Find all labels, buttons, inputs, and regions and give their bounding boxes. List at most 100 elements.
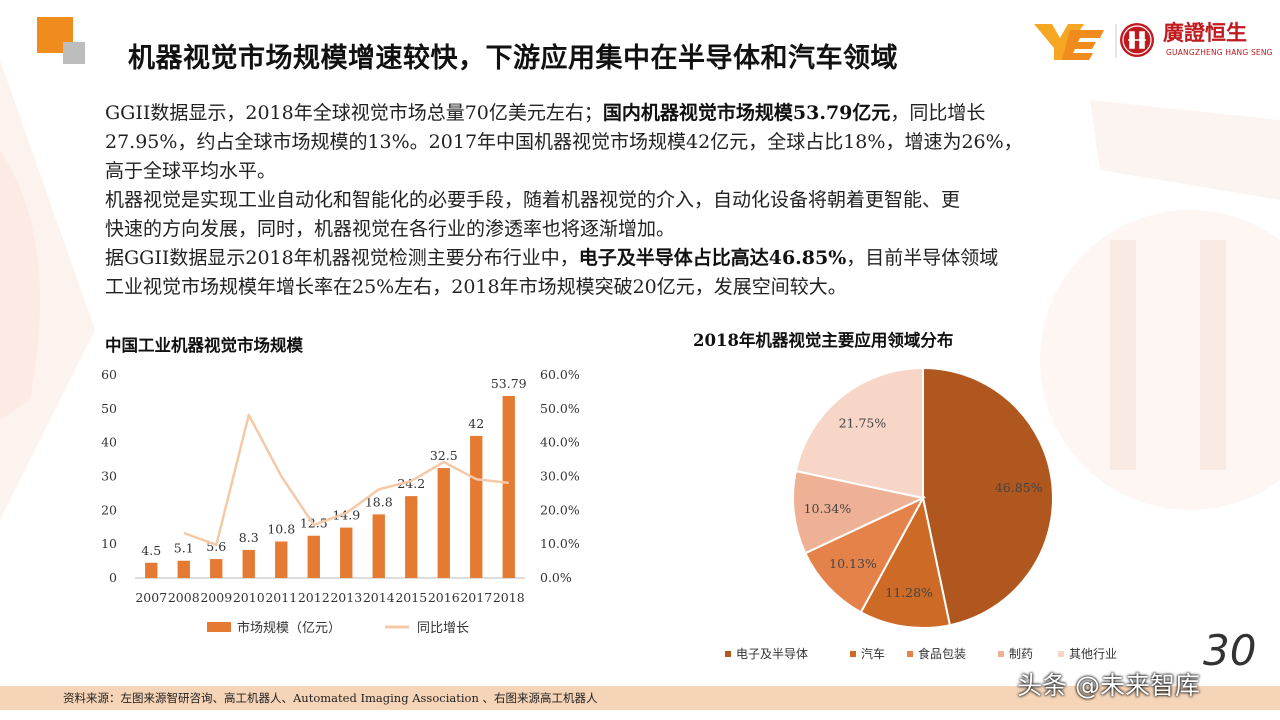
bar (405, 496, 418, 578)
bar-chart-title: 中国工业机器视觉市场规模 (105, 336, 303, 355)
pie-slice (803, 495, 926, 614)
text-span: GGII数据显示，2018年全球视觉市场总量70亿美元左右； (105, 102, 603, 124)
highlight-text: 国内机器视觉市场规模53.79亿元 (602, 102, 891, 124)
paragraph-1: GGII数据显示，2018年全球视觉市场总量70亿美元左右；国内机器视觉市场规模… (105, 99, 1190, 128)
legend-swatch (725, 651, 731, 657)
growth-line (183, 413, 509, 547)
y2-tick-label: 30.0% (540, 469, 580, 484)
y2-tick-label: 10.0% (540, 536, 580, 551)
text-span: ，目前半导体领域 (846, 247, 999, 269)
x-tick-label: 2009 (200, 590, 232, 605)
paragraph-2: 机器视觉是实现工业自动化和智能化的必要手段，随着机器视觉的介入，自动化设备将朝着… (105, 186, 1190, 215)
page-number: 30 (1203, 626, 1257, 675)
text-span: 高于全球平均水平。 (105, 160, 277, 182)
legend-label: 同比增长 (417, 621, 469, 636)
text-span: 快速的方向发展，同时，机器视觉在各行业的渗透率也将逐渐增加。 (105, 218, 676, 240)
data-label: 10.8 (267, 521, 295, 536)
data-label: 14.9 (332, 508, 360, 523)
legend-label: 汽车 (861, 646, 885, 661)
slice-label: 10.34% (804, 501, 852, 516)
x-tick-label: 2008 (168, 590, 200, 605)
data-label: 5.1 (174, 541, 194, 556)
legend-swatch-bar (207, 622, 231, 632)
x-tick-label: 2016 (428, 590, 460, 605)
text-span: 据GGII数据显示2018年机器视觉检测主要分布行业中， (105, 247, 579, 269)
data-label: 53.79 (491, 376, 527, 391)
legend-label: 市场规模（亿元） (237, 620, 341, 636)
footer-bar (0, 686, 1280, 710)
bar (502, 396, 515, 578)
pie-slice (922, 366, 1054, 627)
bar (275, 541, 288, 578)
legend-swatch (850, 651, 856, 657)
slice-label: 21.75% (839, 415, 887, 430)
bar (470, 435, 483, 578)
x-tick-label: 2014 (363, 590, 395, 605)
legend-label: 制药 (1009, 647, 1033, 661)
x-tick-label: 2018 (493, 590, 525, 605)
legend-label: 其他行业 (1069, 647, 1117, 661)
text-span: 工业视觉市场规模年增长率在25%左右，2018年市场规模突破20亿元，发展空间较… (105, 276, 847, 298)
paragraph-3-cont: 工业视觉市场规模年增长率在25%左右，2018年市场规模突破20亿元，发展空间较… (105, 273, 1190, 302)
pie-chart: 46.85% 11.28% 10.13% 10.34% 21.75% 电子及半导体 汽车 食品… (725, 366, 1117, 661)
y2-tick-label: 0.0% (540, 570, 572, 585)
watermark: 头条 @未来智库 (1017, 671, 1200, 700)
pie-chart-title: 2018年机器视觉主要应用领域分布 (693, 331, 954, 350)
paragraph-1-end: 高于全球平均水平。 (105, 157, 1190, 186)
bar (437, 468, 450, 578)
y-tick-label: 50 (101, 401, 117, 416)
body-text: GGII数据显示，2018年全球视觉市场总量70亿美元左右；国内机器视觉市场规模… (105, 99, 1190, 302)
source-note: 资料来源：左图来源智研咨询、高工机器人、Automated Imaging As… (63, 691, 598, 705)
page-title: 机器视觉市场规模增速较快，下游应用集中在半导体和汽车领域 (128, 43, 898, 74)
x-tick-label: 2013 (330, 590, 362, 605)
legend-swatch (907, 651, 913, 657)
y2-tick-label: 50.0% (540, 401, 580, 416)
y-tick-label: 0 (109, 570, 117, 585)
x-tick-label: 2015 (395, 590, 427, 605)
y2-tick-label: 40.0% (540, 435, 580, 450)
y-tick-label: 60 (101, 367, 117, 382)
pie-slice (859, 495, 952, 629)
data-label: 8.3 (239, 530, 259, 545)
legend-swatch (998, 651, 1004, 657)
legend-swatch (1058, 651, 1064, 657)
bar (177, 560, 190, 578)
y2-tick-label: 20.0% (540, 502, 580, 517)
text-span: 27.95%，约占全球市场规模的13%。2017年中国机器视觉市场规模42亿元，… (105, 131, 1023, 153)
bar-line-chart: 0 10 20 30 40 50 60 0.0% 10.0% 20.0% 30.0% 40.0% 50.… (101, 367, 580, 636)
data-label: 24.2 (397, 476, 425, 491)
y-tick-label: 20 (101, 502, 117, 517)
highlight-text: 电子及半导体占比高达46.85% (578, 247, 847, 269)
data-label: 4.5 (141, 543, 161, 558)
paragraph-2-cont: 快速的方向发展，同时，机器视觉在各行业的渗透率也将逐渐增加。 (105, 215, 1190, 244)
slice-label: 10.13% (829, 556, 877, 571)
bar (340, 527, 353, 578)
x-tick-label: 2011 (265, 590, 297, 605)
brand-logo-icon (1034, 23, 1154, 60)
bar (242, 549, 255, 578)
y-tick-label: 10 (101, 536, 117, 551)
x-tick-label: 2007 (135, 590, 167, 605)
paragraph-3: 据GGII数据显示2018年机器视觉检测主要分布行业中，电子及半导体占比高达46… (105, 244, 1190, 273)
text-span: ，同比增长 (890, 102, 986, 124)
legend-label: 食品包装 (918, 646, 966, 661)
x-tick-label: 2010 (233, 590, 265, 605)
y-tick-label: 40 (101, 435, 117, 450)
data-label: 32.5 (430, 448, 458, 463)
bar (210, 559, 223, 578)
slice-label: 11.28% (885, 585, 933, 600)
brand-name: 廣證恒生 (1163, 21, 1247, 45)
x-tick-label: 2017 (460, 590, 492, 605)
data-label: 42 (468, 416, 484, 431)
x-tick-label: 2012 (298, 590, 330, 605)
y2-tick-label: 60.0% (540, 367, 580, 382)
paragraph-1-cont: 27.95%，约占全球市场规模的13%。2017年中国机器视觉市场规模42亿元，… (105, 128, 1190, 157)
pie-slice (794, 366, 924, 500)
text-span: 机器视觉是实现工业自动化和智能化的必要手段，随着机器视觉的介入，自动化设备将朝着… (105, 189, 961, 211)
bar (307, 535, 320, 578)
bar (145, 562, 158, 578)
data-label: 18.8 (365, 494, 393, 509)
bar (372, 514, 385, 578)
logo-square-gray (63, 42, 85, 64)
